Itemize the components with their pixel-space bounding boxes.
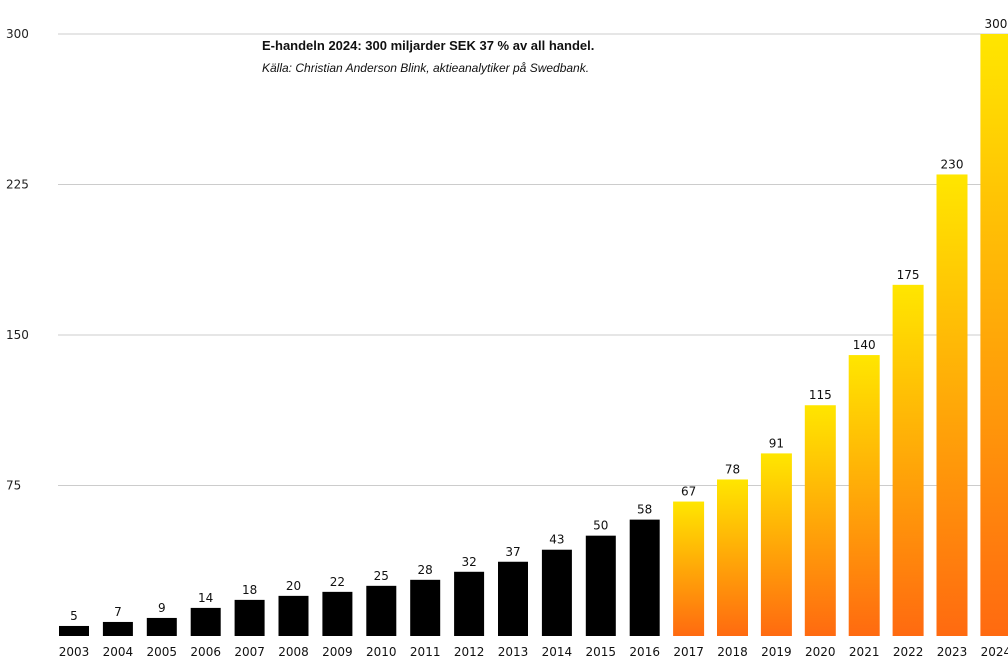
chart-subtitle: Källa: Christian Anderson Blink, aktiean… — [262, 61, 590, 75]
data-label-2023: 230 — [941, 157, 964, 171]
x-tick-label-2009: 2009 — [322, 645, 353, 659]
y-tick-label: 75 — [6, 479, 21, 493]
x-tick-label-2024: 2024 — [981, 645, 1008, 659]
y-tick-label: 225 — [6, 178, 29, 192]
data-label-2013: 37 — [505, 545, 520, 559]
x-tick-label-2013: 2013 — [498, 645, 529, 659]
data-label-2003: 5 — [70, 609, 78, 623]
bar-2015 — [585, 535, 616, 636]
bar-2008 — [278, 595, 309, 636]
data-label-2010: 25 — [374, 569, 389, 583]
data-label-2019: 91 — [769, 436, 784, 450]
x-tick-label-2008: 2008 — [278, 645, 309, 659]
y-tick-label: 300 — [6, 27, 29, 41]
x-tick-label-2006: 2006 — [190, 645, 221, 659]
bar-2011 — [410, 579, 441, 636]
bar-2009 — [322, 591, 353, 636]
label-layer: 5 2003 7 2004 9 2005 14 2006 18 2007 20 2008 22 2009 2… — [59, 17, 1008, 659]
x-tick-label-2005: 2005 — [147, 645, 178, 659]
x-tick-label-2010: 2010 — [366, 645, 397, 659]
x-tick-label-2023: 2023 — [937, 645, 968, 659]
bar-2007 — [234, 599, 265, 636]
bar-2017 — [673, 501, 705, 636]
bar-2016 — [629, 519, 660, 636]
data-label-2020: 115 — [809, 388, 832, 402]
data-label-2009: 22 — [330, 575, 345, 589]
x-tick-label-2017: 2017 — [673, 645, 704, 659]
x-tick-label-2007: 2007 — [234, 645, 265, 659]
x-tick-label-2003: 2003 — [59, 645, 90, 659]
bar-2019 — [760, 453, 792, 636]
x-tick-label-2016: 2016 — [629, 645, 660, 659]
x-tick-label-2004: 2004 — [103, 645, 134, 659]
bar-2018 — [717, 479, 748, 636]
data-label-2018: 78 — [725, 462, 740, 476]
x-tick-label-2019: 2019 — [761, 645, 792, 659]
y-tick-label: 150 — [6, 328, 29, 342]
x-tick-label-2012: 2012 — [454, 645, 485, 659]
chart-title: E-handeln 2024: 300 miljarder SEK 37 % a… — [262, 38, 595, 53]
x-tick-label-2011: 2011 — [410, 645, 441, 659]
data-label-2015: 50 — [593, 519, 608, 533]
bar-2024 — [980, 34, 1008, 636]
data-label-2008: 20 — [286, 579, 301, 593]
data-label-2024: 300 — [984, 17, 1007, 31]
data-label-2021: 140 — [853, 338, 876, 352]
bar-2006 — [190, 607, 221, 636]
x-tick-label-2015: 2015 — [586, 645, 617, 659]
data-label-2011: 28 — [418, 563, 433, 577]
x-tick-label-2022: 2022 — [893, 645, 924, 659]
data-label-2022: 175 — [897, 268, 920, 282]
x-tick-label-2021: 2021 — [849, 645, 880, 659]
bar-2005 — [146, 617, 177, 636]
bar-2022 — [892, 284, 924, 636]
bar-2021 — [848, 355, 880, 636]
data-label-2007: 18 — [242, 583, 257, 597]
x-tick-label-2014: 2014 — [542, 645, 573, 659]
bar-2010 — [366, 585, 397, 636]
data-label-2004: 7 — [114, 605, 122, 619]
data-label-2006: 14 — [198, 591, 213, 605]
bar-2023 — [936, 174, 968, 636]
x-tick-label-2020: 2020 — [805, 645, 836, 659]
bar-2004 — [102, 621, 133, 636]
bar-2020 — [804, 405, 836, 636]
data-label-2017: 67 — [681, 485, 696, 499]
data-label-2012: 32 — [461, 555, 476, 569]
bar-2003 — [59, 625, 89, 636]
data-label-2005: 9 — [158, 601, 166, 615]
x-tick-label-2018: 2018 — [717, 645, 748, 659]
data-label-2016: 58 — [637, 503, 652, 517]
data-label-2014: 43 — [549, 533, 564, 547]
bar-2014 — [541, 549, 572, 636]
bar-layer — [59, 34, 1008, 636]
bar-2013 — [498, 561, 528, 636]
bar-2012 — [454, 571, 485, 636]
